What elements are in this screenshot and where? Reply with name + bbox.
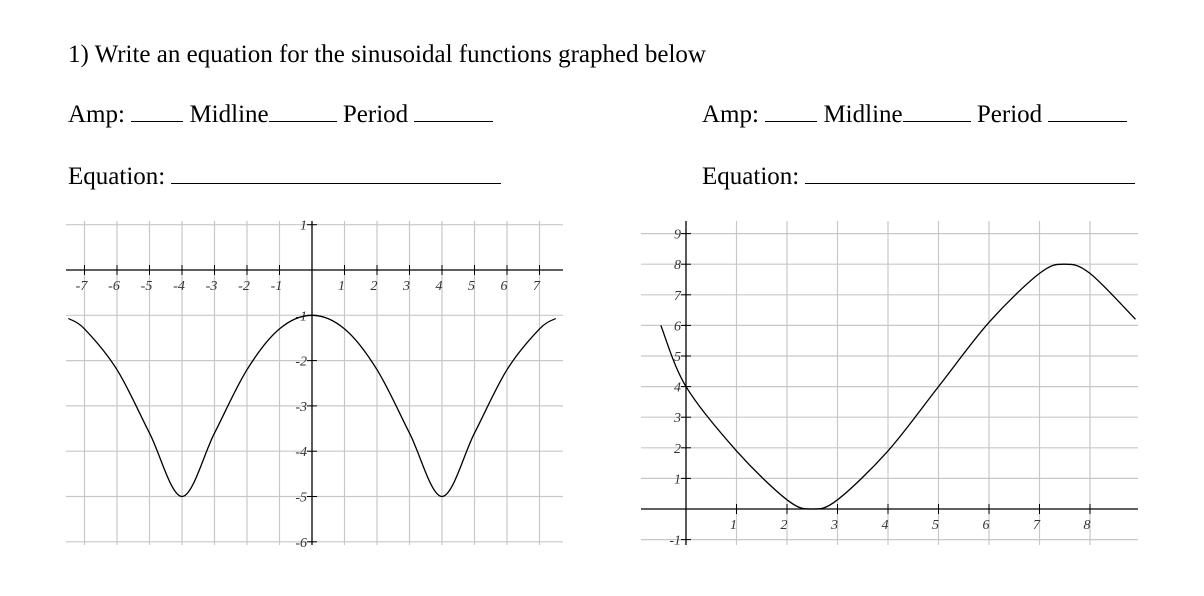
equation-label: Equation: — [68, 163, 166, 190]
graph1-x-tick-label: 7 — [533, 279, 541, 294]
period-blank[interactable] — [414, 101, 494, 122]
graph1-x-tick-label: -7 — [76, 279, 89, 294]
graph1-x-tick-label: 1 — [338, 279, 345, 294]
midline-blank[interactable] — [902, 101, 971, 122]
graph1-y-tick-label: -2 — [295, 355, 307, 370]
question-text: 1) Write an equation for the sinusoidal … — [68, 41, 706, 68]
graph2-x-tick-label: 7 — [1033, 518, 1041, 533]
amp-blank[interactable] — [131, 101, 184, 122]
amp-label: Amp: — [702, 101, 759, 128]
graph1-x-tick-label: -5 — [141, 279, 153, 294]
amp-label: Amp: — [68, 101, 125, 128]
graph1-y-tick-label: -6 — [295, 536, 307, 551]
graph2-y-tick-label: 2 — [674, 442, 681, 457]
graph1-x-tick-label: -6 — [108, 279, 120, 294]
midline-label: Midline — [823, 101, 903, 128]
graph2-sinusoid-curve — [660, 263, 1136, 510]
right-equation-line: Equation: — [702, 163, 1136, 190]
graph2-y-tick-label: 1 — [674, 472, 681, 487]
graph1-x-tick-label: 2 — [371, 279, 378, 294]
graph1-x-tick-label: 3 — [402, 279, 410, 294]
equation-blank[interactable] — [171, 163, 502, 184]
graph1-y-tick-label: -4 — [295, 445, 307, 460]
graph1-y-tick-label: 1 — [300, 219, 307, 234]
graph2-x-tick-label: 3 — [830, 518, 838, 533]
right-amp-line: Amp: Midline Period — [702, 101, 1128, 128]
midline-blank[interactable] — [268, 101, 337, 122]
graph1-y-tick-label: -5 — [295, 491, 307, 506]
equation-blank[interactable] — [805, 163, 1136, 184]
period-label: Period — [976, 101, 1043, 128]
graph2-x-tick-label: 1 — [730, 518, 737, 533]
graph2-y-tick-label: 6 — [674, 319, 681, 334]
left-amp-line: Amp: Midline Period — [68, 101, 494, 128]
graph2-x-tick-label: 4 — [882, 518, 889, 533]
graph1-y-tick-label: -3 — [295, 400, 307, 415]
graph2-x-tick-label: 6 — [983, 518, 990, 533]
left-equation-line: Equation: — [68, 163, 502, 190]
graph1-x-tick-label: -4 — [173, 279, 185, 294]
period-blank[interactable] — [1048, 101, 1128, 122]
graph2-y-tick-label: 9 — [674, 228, 681, 243]
graph2-x-tick-label: 8 — [1084, 518, 1091, 533]
graph2-y-tick-label: 3 — [673, 411, 681, 426]
period-label: Period — [342, 101, 409, 128]
graph1-x-tick-label: -1 — [271, 279, 283, 294]
graph2-y-tick-label: 8 — [674, 258, 681, 273]
graph2-x-tick-label: 2 — [781, 518, 788, 533]
graph1-x-tick-label: 4 — [436, 279, 443, 294]
equation-label: Equation: — [702, 163, 800, 190]
graph1-x-tick-label: 5 — [468, 279, 475, 294]
graph2-y-tick-label: 5 — [674, 350, 681, 365]
graph1-sinusoid-curve — [67, 314, 557, 498]
amp-blank[interactable] — [765, 101, 818, 122]
graph1-x-tick-label: -2 — [238, 279, 250, 294]
graph2-y-tick-label: 7 — [674, 289, 682, 304]
graph1-x-tick-label: 6 — [501, 279, 508, 294]
graph1-x-tick-label: -3 — [206, 279, 218, 294]
graph2-x-tick-label: 5 — [932, 518, 939, 533]
graph2-y-tick-label: 4 — [674, 381, 681, 396]
graph2-y-tick-label: -1 — [669, 534, 681, 549]
midline-label: Midline — [189, 101, 269, 128]
